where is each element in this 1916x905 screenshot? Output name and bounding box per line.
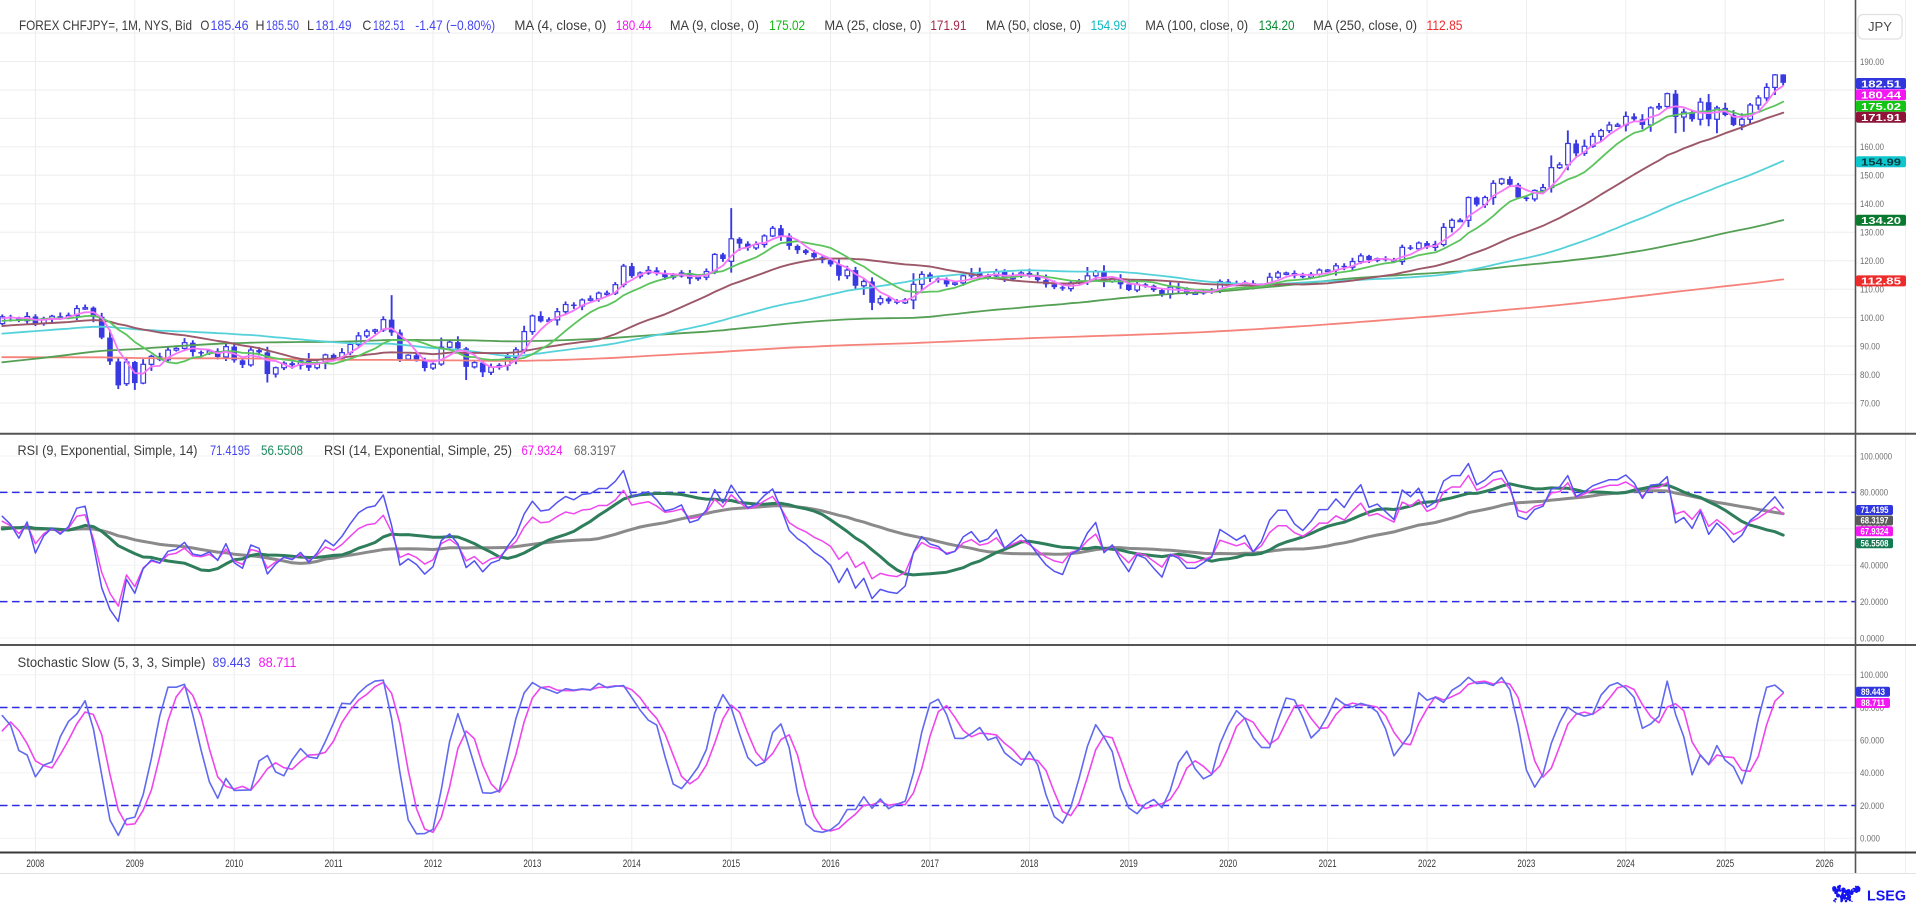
svg-text:190.00: 190.00	[1860, 57, 1884, 68]
svg-text:100.00: 100.00	[1860, 313, 1884, 324]
svg-text:20.0000: 20.0000	[1860, 597, 1888, 608]
svg-text:160.00: 160.00	[1860, 142, 1884, 153]
svg-text:2026: 2026	[1816, 858, 1834, 870]
svg-text:185.46: 185.46	[211, 17, 249, 33]
svg-text:154.99: 154.99	[1091, 17, 1127, 33]
svg-text:2021: 2021	[1319, 858, 1337, 870]
svg-text:O: O	[200, 17, 209, 33]
svg-text:89.443: 89.443	[213, 654, 251, 670]
svg-text:0.000: 0.000	[1860, 834, 1880, 845]
svg-text:100.0000: 100.0000	[1860, 451, 1892, 462]
svg-text:2023: 2023	[1517, 858, 1535, 870]
svg-text:2013: 2013	[523, 858, 541, 870]
svg-text:MA (250, close, 0): MA (250, close, 0)	[1313, 17, 1417, 33]
svg-text:20.000: 20.000	[1860, 801, 1884, 812]
svg-text:MA (100, close, 0): MA (100, close, 0)	[1145, 17, 1248, 33]
svg-text:171.91: 171.91	[930, 17, 966, 33]
svg-text:40.000: 40.000	[1860, 768, 1884, 779]
svg-text:71.4195: 71.4195	[210, 442, 250, 458]
svg-text:181.49: 181.49	[316, 17, 352, 33]
svg-text:2024: 2024	[1617, 858, 1635, 870]
svg-text:2020: 2020	[1219, 858, 1237, 870]
svg-text:180.44: 180.44	[1861, 90, 1901, 102]
svg-text:134.20: 134.20	[1259, 17, 1295, 33]
svg-text:2025: 2025	[1716, 858, 1734, 870]
svg-text:175.02: 175.02	[769, 17, 805, 33]
svg-text:182.51: 182.51	[1861, 78, 1901, 90]
svg-text:70.00: 70.00	[1860, 398, 1880, 409]
svg-text:120.00: 120.00	[1860, 256, 1884, 267]
svg-text:2022: 2022	[1418, 858, 1436, 870]
svg-text:71.4195: 71.4195	[1861, 505, 1889, 515]
svg-text:2008: 2008	[26, 858, 44, 870]
svg-text:2016: 2016	[822, 858, 840, 870]
svg-text:68.3197: 68.3197	[1861, 516, 1889, 526]
svg-text:90.00: 90.00	[1860, 341, 1880, 352]
svg-text:60.000: 60.000	[1860, 736, 1884, 747]
svg-text:-1.47 (−0.80%): -1.47 (−0.80%)	[415, 17, 495, 33]
svg-text:2011: 2011	[325, 858, 343, 870]
svg-text:MA (9, close, 0): MA (9, close, 0)	[670, 17, 759, 33]
svg-text:182.51: 182.51	[373, 17, 405, 33]
svg-text:L: L	[307, 17, 314, 33]
svg-text:80.00: 80.00	[1860, 370, 1880, 381]
svg-text:112.85: 112.85	[1427, 17, 1463, 33]
svg-text:175.02: 175.02	[1861, 101, 1901, 113]
svg-text:2010: 2010	[225, 858, 243, 870]
svg-text:80.0000: 80.0000	[1860, 488, 1888, 499]
svg-text:MA (4, close, 0): MA (4, close, 0)	[514, 17, 606, 33]
svg-text:C: C	[362, 17, 371, 33]
svg-text:130.00: 130.00	[1860, 228, 1884, 239]
svg-text:2017: 2017	[921, 858, 939, 870]
svg-text:RSI (14, Exponential, Simple,: RSI (14, Exponential, Simple, 25)	[324, 442, 512, 458]
svg-text:67.9324: 67.9324	[1861, 526, 1889, 536]
svg-text:2018: 2018	[1020, 858, 1038, 870]
svg-text:180.44: 180.44	[616, 17, 652, 33]
svg-text:89.443: 89.443	[1861, 687, 1885, 697]
svg-text:56.5508: 56.5508	[261, 442, 303, 458]
svg-text:185.50: 185.50	[266, 17, 299, 33]
svg-text:MA (25, close, 0): MA (25, close, 0)	[824, 17, 921, 33]
svg-text:88.711: 88.711	[1861, 698, 1885, 708]
svg-text:67.9324: 67.9324	[522, 442, 563, 458]
svg-text:110.00: 110.00	[1860, 285, 1884, 296]
svg-text:154.99: 154.99	[1861, 157, 1901, 169]
svg-text:171.91: 171.91	[1861, 112, 1901, 124]
svg-text:2012: 2012	[424, 858, 442, 870]
svg-text:Stochastic Slow (5, 3, 3, Simp: Stochastic Slow (5, 3, 3, Simple)	[18, 654, 206, 670]
svg-text:FOREX CHFJPY=, 1M, NYS, Bid: FOREX CHFJPY=, 1M, NYS, Bid	[19, 17, 192, 33]
svg-text:134.20: 134.20	[1861, 215, 1901, 227]
svg-text:0.0000: 0.0000	[1860, 633, 1884, 644]
svg-text:140.00: 140.00	[1860, 199, 1884, 210]
svg-text:150.00: 150.00	[1860, 171, 1884, 182]
svg-text:RSI (9, Exponential, Simple, 1: RSI (9, Exponential, Simple, 14)	[18, 442, 198, 458]
svg-text:112.85: 112.85	[1861, 276, 1901, 288]
svg-text:2015: 2015	[722, 858, 740, 870]
svg-text:40.0000: 40.0000	[1860, 561, 1888, 572]
svg-text:56.5508: 56.5508	[1861, 539, 1889, 549]
svg-text:JPY: JPY	[1868, 19, 1892, 34]
svg-text:88.711: 88.711	[259, 654, 297, 670]
svg-text:2019: 2019	[1120, 858, 1138, 870]
svg-text:80.000: 80.000	[1860, 703, 1884, 714]
svg-text:100.000: 100.000	[1860, 670, 1888, 681]
svg-text:LSEG: LSEG	[1867, 889, 1906, 905]
svg-text:MA (50, close, 0): MA (50, close, 0)	[986, 17, 1081, 33]
svg-text:2009: 2009	[126, 858, 144, 870]
svg-text:68.3197: 68.3197	[574, 442, 616, 458]
svg-text:2014: 2014	[623, 858, 641, 870]
svg-text:H: H	[256, 17, 265, 33]
